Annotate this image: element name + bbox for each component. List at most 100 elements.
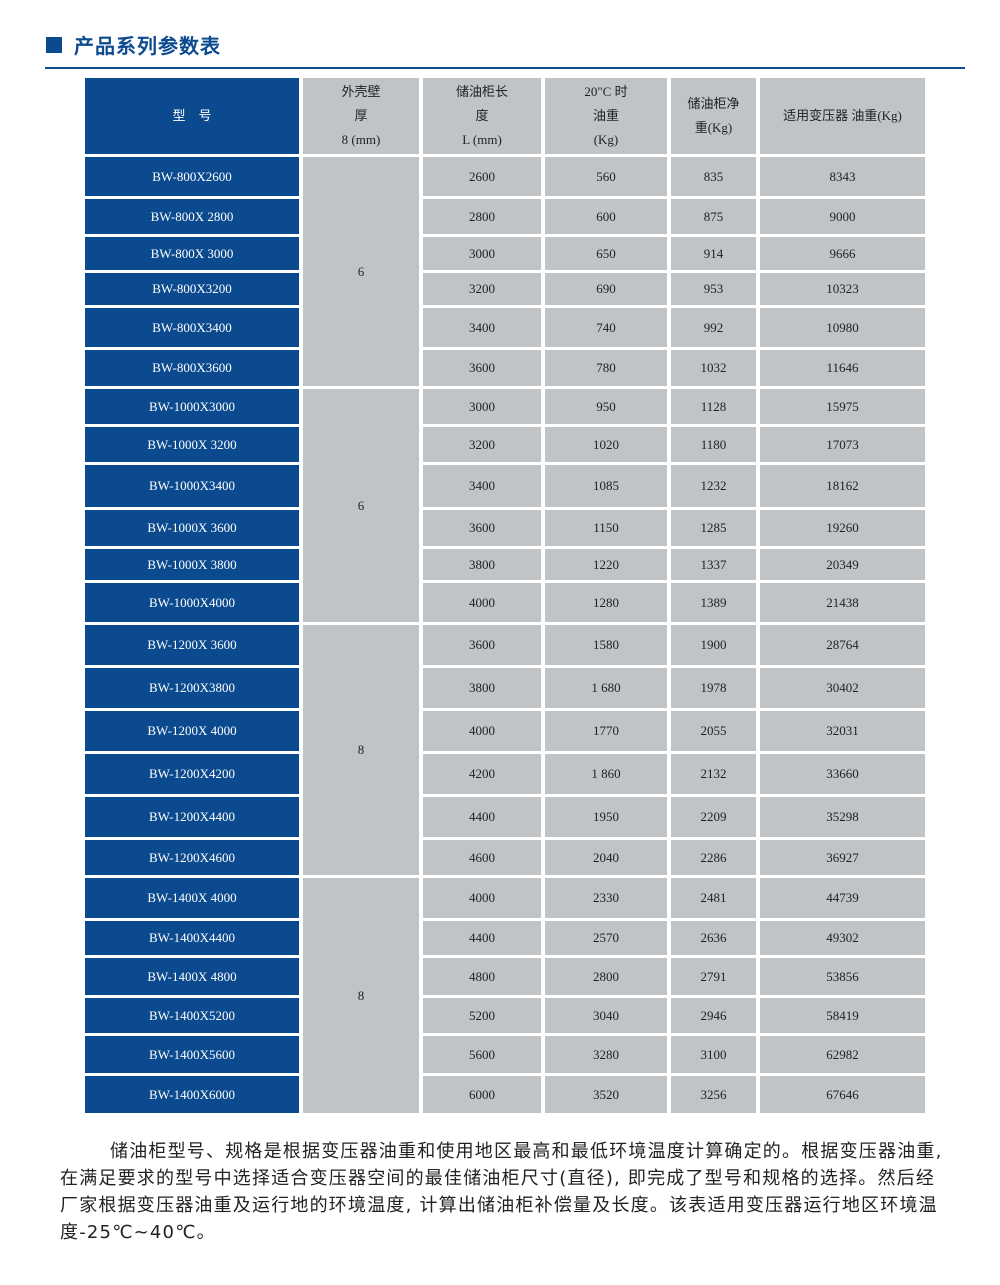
net-weight-cell: 2791 <box>671 958 756 995</box>
net-weight-cell: 1128 <box>671 389 756 424</box>
table-row: BW-1000X 3200 3200 1020 1180 17073 <box>85 427 925 462</box>
net-weight-cell: 3100 <box>671 1036 756 1073</box>
model-cell: BW-800X3600 <box>85 350 299 386</box>
length-cell: 4800 <box>423 958 541 995</box>
net-weight-cell: 1978 <box>671 668 756 708</box>
net-weight-cell: 914 <box>671 237 756 270</box>
model-cell: BW-1400X5200 <box>85 998 299 1033</box>
length-cell: 4400 <box>423 797 541 837</box>
length-cell: 4000 <box>423 583 541 622</box>
length-cell: 3600 <box>423 350 541 386</box>
table-row: BW-1000X 3600 3600 1150 1285 19260 <box>85 510 925 546</box>
table-row: BW-800X2600 6 2600 560 835 8343 <box>85 157 925 386</box>
transformer-oil-weight-cell: 10980 <box>760 308 925 347</box>
model-cell: BW-1200X3800 <box>85 668 299 708</box>
length-cell: 4000 <box>423 711 541 751</box>
table-row: BW-800X3600 3600 780 1032 11646 <box>85 350 925 386</box>
model-cell: BW-800X 2800 <box>85 199 299 234</box>
table-row: BW-1200X4400 4400 1950 2209 35298 <box>85 797 925 837</box>
table-row: BW-1200X4600 4600 2040 2286 36927 <box>85 840 925 875</box>
table-row: BW-1000X4000 4000 1280 1389 21438 <box>85 583 925 622</box>
net-weight-cell: 1900 <box>671 625 756 665</box>
net-weight-cell: 953 <box>671 273 756 305</box>
length-cell: 3000 <box>423 237 541 270</box>
transformer-oil-weight-cell: 32031 <box>760 711 925 751</box>
oil-weight-cell: 1580 <box>545 625 667 665</box>
length-cell: 3800 <box>423 668 541 708</box>
oil-weight-cell: 1150 <box>545 510 667 546</box>
model-cell: BW-1000X3400 <box>85 465 299 507</box>
length-cell: 5600 <box>423 1036 541 1073</box>
oil-weight-cell: 1020 <box>545 427 667 462</box>
net-weight-cell: 1232 <box>671 465 756 507</box>
column-header: 储油柜净 重(Kg) <box>671 78 756 154</box>
model-cell: BW-1000X 3200 <box>85 427 299 462</box>
transformer-oil-weight-cell: 62982 <box>760 1036 925 1073</box>
oil-weight-cell: 1220 <box>545 549 667 580</box>
model-cell: BW-1400X 4000 <box>85 878 299 918</box>
net-weight-cell: 835 <box>671 157 756 196</box>
oil-weight-cell: 3040 <box>545 998 667 1033</box>
oil-weight-cell: 600 <box>545 199 667 234</box>
table-row: BW-1400X5600 5600 3280 3100 62982 <box>85 1036 925 1073</box>
length-cell: 4600 <box>423 840 541 875</box>
section-title-text: 产品系列参数表 <box>74 34 221 58</box>
column-header: 型 号 <box>85 78 299 154</box>
oil-weight-cell: 1950 <box>545 797 667 837</box>
model-cell: BW-1000X 3600 <box>85 510 299 546</box>
transformer-oil-weight-cell: 67646 <box>760 1076 925 1113</box>
oil-weight-cell: 690 <box>545 273 667 305</box>
column-header: 20"C 时油重 (Kg) <box>545 78 667 154</box>
length-cell: 6000 <box>423 1076 541 1113</box>
table-row: BW-800X3200 3200 690 953 10323 <box>85 273 925 305</box>
length-cell: 3400 <box>423 308 541 347</box>
net-weight-cell: 1389 <box>671 583 756 622</box>
oil-weight-cell: 1 860 <box>545 754 667 794</box>
model-cell: BW-1000X 3800 <box>85 549 299 580</box>
net-weight-cell: 3256 <box>671 1076 756 1113</box>
model-cell: BW-1000X3000 <box>85 389 299 424</box>
oil-weight-cell: 560 <box>545 157 667 196</box>
model-cell: BW-1400X6000 <box>85 1076 299 1113</box>
oil-weight-cell: 740 <box>545 308 667 347</box>
oil-weight-cell: 650 <box>545 237 667 270</box>
transformer-oil-weight-cell: 44739 <box>760 878 925 918</box>
oil-weight-cell: 1770 <box>545 711 667 751</box>
length-cell: 3600 <box>423 625 541 665</box>
column-header: 适用变压器 油重(Kg) <box>760 78 925 154</box>
model-cell: BW-1400X 4800 <box>85 958 299 995</box>
oil-weight-cell: 1085 <box>545 465 667 507</box>
thickness-cell: 8 <box>303 878 419 1113</box>
transformer-oil-weight-cell: 11646 <box>760 350 925 386</box>
oil-weight-cell: 1280 <box>545 583 667 622</box>
oil-weight-cell: 2040 <box>545 840 667 875</box>
column-header: 外壳壁厚 8 (mm) <box>303 78 419 154</box>
net-weight-cell: 992 <box>671 308 756 347</box>
table-header-row: 型 号外壳壁厚 8 (mm) 储油柜长度 L (mm) 20"C 时油重 (Kg) 储油柜净… <box>85 78 925 154</box>
length-cell: 2600 <box>423 157 541 196</box>
net-weight-cell: 2055 <box>671 711 756 751</box>
table-row: BW-1000X 3800 3800 1220 1337 20349 <box>85 549 925 580</box>
title-divider <box>45 67 965 69</box>
net-weight-cell: 2946 <box>671 998 756 1033</box>
table-row: BW-800X 2800 2800 600 875 9000 <box>85 199 925 234</box>
oil-weight-cell: 780 <box>545 350 667 386</box>
length-cell: 3200 <box>423 427 541 462</box>
oil-weight-cell: 3520 <box>545 1076 667 1113</box>
thickness-cell: 6 <box>303 389 419 622</box>
column-header: 储油柜长度 L (mm) <box>423 78 541 154</box>
transformer-oil-weight-cell: 20349 <box>760 549 925 580</box>
model-cell: BW-800X2600 <box>85 157 299 196</box>
model-cell: BW-800X3400 <box>85 308 299 347</box>
table-row: BW-1400X 4800 4800 2800 2791 53856 <box>85 958 925 995</box>
section-title: 产品系列参数表 <box>46 30 221 59</box>
net-weight-cell: 1285 <box>671 510 756 546</box>
length-cell: 4400 <box>423 921 541 955</box>
model-cell: BW-1200X4400 <box>85 797 299 837</box>
model-cell: BW-1400X5600 <box>85 1036 299 1073</box>
table-row: BW-1400X 4000 8 4000 2330 2481 44739 <box>85 878 925 1113</box>
model-cell: BW-1200X4200 <box>85 754 299 794</box>
model-cell: BW-800X3200 <box>85 273 299 305</box>
net-weight-cell: 2286 <box>671 840 756 875</box>
net-weight-cell: 875 <box>671 199 756 234</box>
